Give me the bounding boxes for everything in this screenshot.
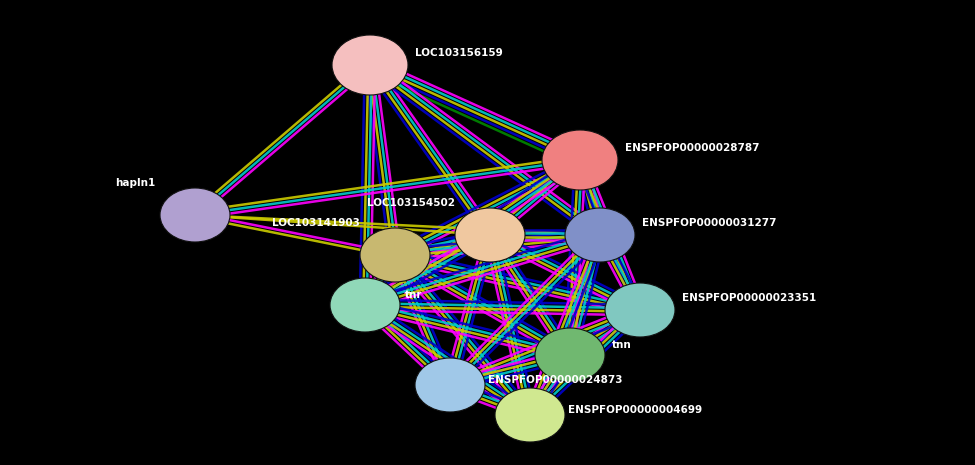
Text: LOC103154502: LOC103154502 <box>367 198 455 208</box>
Ellipse shape <box>455 208 525 262</box>
Text: ENSPFOP00000024873: ENSPFOP00000024873 <box>488 375 622 385</box>
Text: LOC103156159: LOC103156159 <box>415 48 503 58</box>
Text: ENSPFOP00000028787: ENSPFOP00000028787 <box>625 143 760 153</box>
Ellipse shape <box>565 208 635 262</box>
Text: ENSPFOP00000031277: ENSPFOP00000031277 <box>642 218 776 228</box>
Ellipse shape <box>495 388 565 442</box>
Ellipse shape <box>415 358 485 412</box>
Text: tnr: tnr <box>405 290 422 300</box>
Ellipse shape <box>542 130 618 190</box>
Text: LOC103141903: LOC103141903 <box>272 218 360 228</box>
Ellipse shape <box>332 35 408 95</box>
Ellipse shape <box>605 283 675 337</box>
Ellipse shape <box>535 328 605 382</box>
Text: ENSPFOP00000004699: ENSPFOP00000004699 <box>568 405 702 415</box>
Ellipse shape <box>360 228 430 282</box>
Text: ENSPFOP00000023351: ENSPFOP00000023351 <box>682 293 816 303</box>
Ellipse shape <box>330 278 400 332</box>
Text: hapln1: hapln1 <box>115 178 155 188</box>
Text: tnn: tnn <box>612 340 632 350</box>
Ellipse shape <box>160 188 230 242</box>
